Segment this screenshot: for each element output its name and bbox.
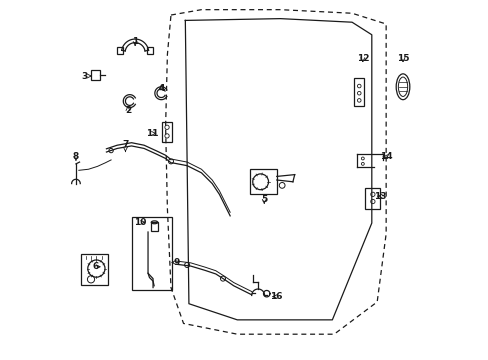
Text: 8: 8 [73, 152, 79, 161]
Text: 2: 2 [124, 105, 131, 114]
Text: 7: 7 [122, 140, 128, 152]
Text: 11: 11 [146, 129, 158, 138]
Bar [353, 78, 364, 107]
Text: 3: 3 [81, 72, 91, 81]
Text: 9: 9 [172, 258, 179, 267]
Bar [81, 254, 108, 285]
Bar [151, 222, 158, 231]
Text: 16: 16 [269, 292, 282, 301]
Text: 4: 4 [158, 84, 164, 93]
Bar [162, 122, 172, 141]
Bar [91, 70, 100, 80]
Text: 15: 15 [396, 54, 408, 63]
Text: 13: 13 [374, 192, 386, 201]
Text: 5: 5 [261, 195, 267, 204]
Bar [364, 188, 379, 209]
Text: 12: 12 [356, 54, 368, 63]
Text: 14: 14 [379, 152, 392, 161]
Bar [132, 217, 172, 291]
Bar [117, 47, 123, 54]
Text: 1: 1 [132, 37, 138, 46]
Text: 10: 10 [134, 218, 146, 227]
Bar [249, 169, 276, 194]
Text: 6: 6 [92, 262, 100, 271]
Bar [146, 47, 153, 54]
